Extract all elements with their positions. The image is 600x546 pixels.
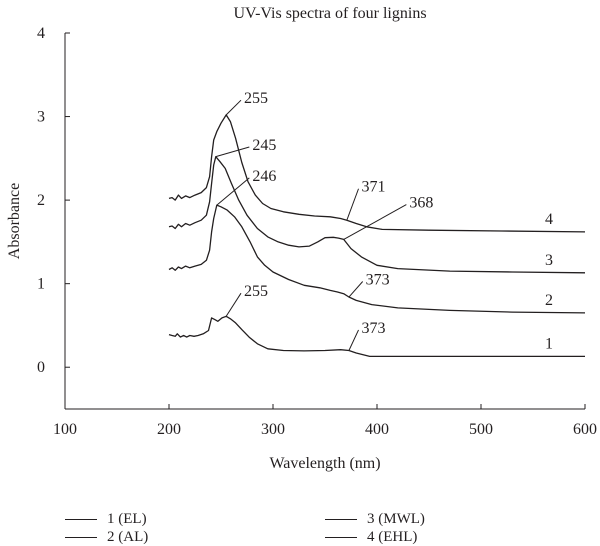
legend-swatch [65,536,97,538]
y-tick-label: 0 [37,359,45,376]
annotation-label: 368 [409,195,433,212]
x-tick-label: 600 [573,421,597,438]
legend-label: 2 (AL) [107,528,149,545]
legend-label: 4 (EHL) [367,528,418,545]
y-tick-label: 3 [37,109,45,126]
chart-title: UV-Vis spectra of four lignins [233,5,426,22]
annotation-leader [346,188,359,221]
series-end-label: 1 [545,335,553,352]
annotation-leader [215,146,250,158]
x-axis-ticks: 100 200 300 400 500 600 [53,404,597,438]
y-tick-label: 2 [37,192,45,209]
series-end-labels: 1 2 3 4 [545,211,553,352]
annotation-leader [225,292,242,317]
y-axis-ticks: 0 1 2 3 4 [37,25,70,376]
legend-item-al: 2 (AL) [65,528,148,546]
series-line-3 [168,156,586,274]
x-axis-label: Wavelength (nm) [269,455,380,472]
x-tick-label: 200 [157,421,181,438]
series-end-label: 4 [545,211,553,228]
annotation-label: 371 [362,179,386,196]
legend-swatch [65,518,97,520]
legend-swatch [325,536,357,538]
series-line-2 [168,204,586,314]
peak-annotations: 255 245 246 371 368 373 255 373 [215,90,433,351]
series-line-1 [168,315,585,358]
annotation-label: 373 [366,271,390,288]
annotation-label: 255 [244,283,268,300]
series-end-label: 2 [545,292,553,309]
y-axis-label: Absorbance [6,183,23,259]
series-lines [168,114,586,358]
x-tick-label: 100 [53,421,77,438]
legend-item-el: 1 (EL) [65,510,147,528]
annotation-leader [225,99,242,116]
legend-label: 3 (MWL) [367,510,425,527]
legend-item-mwl: 3 (MWL) [325,510,425,528]
legend-swatch [325,518,357,520]
x-tick-label: 300 [261,421,285,438]
y-tick-label: 4 [37,25,45,42]
y-tick-label: 1 [37,276,45,293]
annotation-label: 373 [362,320,386,337]
series-end-label: 3 [545,252,553,269]
legend: 1 (EL) 2 (AL) 3 (MWL) 4 (EHL) [0,506,600,545]
legend-item-ehl: 4 (EHL) [325,528,417,546]
series-line-4 [168,114,586,233]
annotation-leader [343,204,407,240]
annotation-leader [216,177,250,206]
annotation-label: 246 [252,168,276,185]
legend-label: 1 (EL) [107,510,147,527]
x-tick-label: 500 [469,421,493,438]
annotation-label: 255 [244,90,268,107]
annotation-label: 245 [252,137,276,154]
uv-vis-chart: UV-Vis spectra of four lignins 0 1 2 3 4 100… [6,5,597,472]
annotation-leader [348,329,359,351]
annotation-leader [348,281,364,298]
x-tick-label: 400 [365,421,389,438]
